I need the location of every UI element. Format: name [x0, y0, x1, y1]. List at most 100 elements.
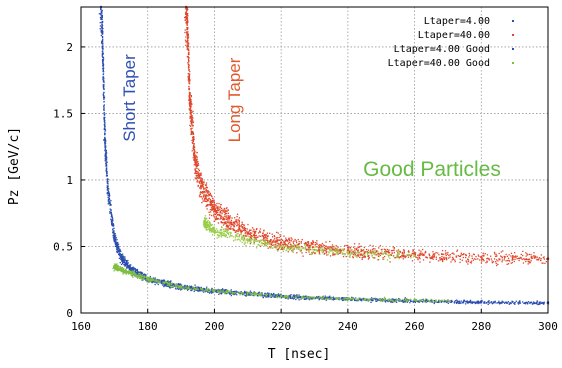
data-point: [441, 259, 444, 261]
data-point: [261, 244, 263, 246]
data-point: [187, 65, 190, 68]
data-point: [117, 267, 120, 270]
data-point: [327, 296, 330, 298]
data-point: [136, 272, 139, 274]
data-point: [251, 235, 253, 237]
data-point: [312, 243, 314, 245]
data-point: [124, 263, 127, 266]
data-point: [407, 300, 409, 302]
data-point: [533, 302, 536, 305]
data-point: [514, 301, 516, 304]
data-point: [469, 301, 472, 303]
data-point: [312, 296, 314, 298]
data-point: [305, 295, 307, 298]
data-point: [211, 291, 213, 293]
data-point: [104, 148, 106, 151]
data-point: [529, 302, 531, 305]
data-point: [453, 253, 455, 255]
data-point: [254, 230, 256, 233]
data-point: [269, 294, 272, 296]
data-point: [103, 114, 106, 116]
data-point: [540, 302, 542, 305]
data-point: [469, 261, 472, 263]
data-point: [284, 242, 286, 244]
data-point: [380, 300, 383, 302]
data-point: [446, 258, 448, 261]
data-point: [502, 250, 504, 252]
data-point: [310, 242, 312, 244]
data-point: [205, 188, 207, 191]
data-point: [225, 290, 227, 293]
data-point: [368, 254, 370, 257]
data-point: [167, 282, 170, 284]
data-point: [404, 298, 407, 300]
data-point: [101, 18, 103, 21]
data-point: [198, 290, 201, 292]
data-point: [102, 77, 105, 80]
data-point: [401, 299, 403, 301]
data-point: [255, 292, 258, 295]
data-point: [533, 302, 535, 304]
data-point: [104, 129, 107, 131]
data-point: [227, 209, 229, 211]
data-point: [470, 262, 473, 264]
data-point: [246, 230, 248, 233]
data-point: [128, 268, 131, 270]
data-point: [196, 164, 198, 166]
data-point: [504, 302, 506, 304]
data-point: [247, 240, 250, 242]
data-point: [410, 300, 412, 303]
data-point: [363, 253, 365, 255]
data-point: [203, 289, 206, 292]
data-point: [318, 250, 320, 252]
data-point: [233, 222, 235, 225]
data-point: [211, 289, 213, 292]
data-point: [510, 252, 513, 255]
data-point: [369, 251, 371, 253]
data-point: [196, 288, 198, 290]
data-point: [321, 246, 323, 248]
data-point: [162, 282, 164, 284]
data-point: [190, 289, 192, 292]
data-point: [423, 253, 425, 255]
data-point: [267, 241, 269, 244]
data-point: [469, 299, 472, 302]
data-point: [525, 260, 527, 263]
data-point: [104, 149, 106, 152]
data-point: [236, 215, 238, 218]
data-point: [532, 302, 535, 305]
data-point: [200, 191, 203, 194]
data-point: [196, 180, 199, 182]
data-point: [205, 228, 208, 230]
data-point: [248, 294, 251, 296]
data-point: [108, 193, 111, 195]
data-point: [314, 248, 316, 251]
data-point: [285, 296, 288, 298]
data-point: [497, 260, 499, 262]
data-point: [187, 44, 189, 46]
data-point: [392, 255, 395, 257]
data-point: [493, 301, 495, 304]
data-point: [129, 267, 133, 271]
data-point: [107, 203, 109, 205]
data-point: [285, 240, 287, 242]
data-point: [216, 290, 218, 292]
data-point: [182, 287, 185, 289]
data-point: [218, 289, 220, 291]
data-point: [213, 206, 216, 208]
data-point: [338, 298, 340, 300]
data-point: [184, 286, 186, 288]
data-point: [208, 221, 211, 223]
data-point: [222, 209, 224, 211]
data-point: [208, 194, 211, 197]
data-point: [433, 301, 435, 304]
data-point: [526, 253, 528, 255]
data-point: [308, 244, 311, 246]
data-point: [240, 229, 242, 231]
data-point: [332, 299, 335, 301]
data-point: [155, 280, 157, 282]
data-point: [257, 232, 260, 234]
data-point: [256, 240, 258, 242]
data-point: [345, 255, 347, 258]
data-point: [202, 289, 204, 291]
